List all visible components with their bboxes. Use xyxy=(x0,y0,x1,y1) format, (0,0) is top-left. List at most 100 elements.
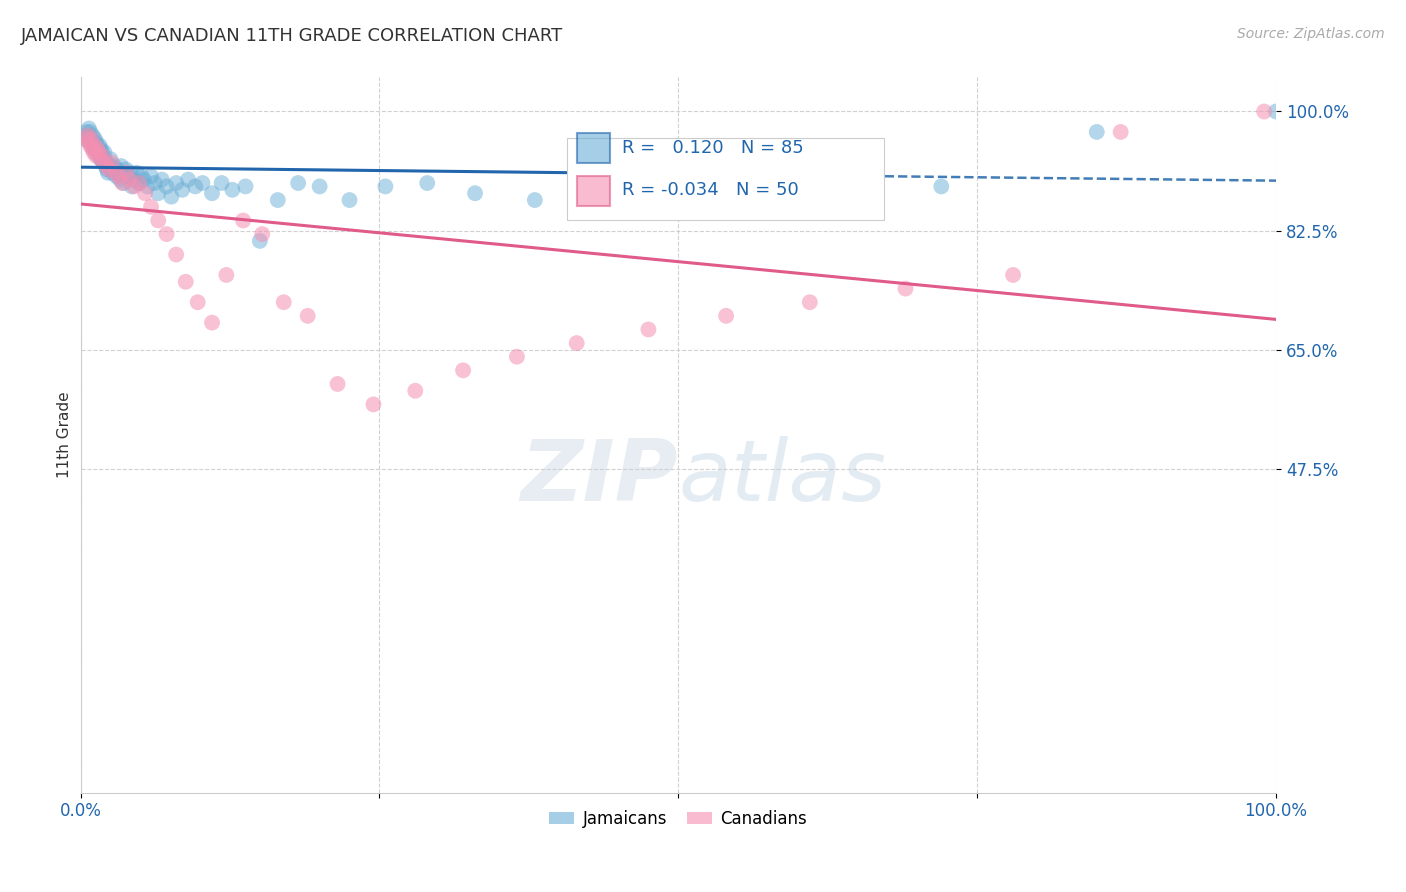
Point xyxy=(87,142,110,156)
Point xyxy=(124,179,146,194)
Point xyxy=(125,166,148,180)
Point xyxy=(637,322,659,336)
Point xyxy=(464,186,486,201)
Point xyxy=(172,183,194,197)
Point xyxy=(100,152,122,166)
Point xyxy=(83,142,105,156)
Point xyxy=(297,309,319,323)
FancyBboxPatch shape xyxy=(567,138,884,220)
Point xyxy=(98,162,121,177)
Point xyxy=(107,166,129,180)
Text: atlas: atlas xyxy=(678,436,886,519)
Point xyxy=(107,169,129,184)
Point xyxy=(112,176,135,190)
Point xyxy=(128,176,150,190)
Point xyxy=(120,166,142,180)
Point xyxy=(77,121,100,136)
Point xyxy=(191,176,214,190)
Point xyxy=(201,316,224,330)
Point xyxy=(931,179,953,194)
Point xyxy=(117,169,139,184)
Point xyxy=(115,162,138,177)
Point xyxy=(155,227,177,241)
Point xyxy=(121,179,143,194)
Point xyxy=(83,132,105,146)
Point xyxy=(118,172,141,186)
Point xyxy=(84,149,107,163)
Point xyxy=(799,295,821,310)
Point xyxy=(404,384,426,398)
Point xyxy=(76,128,98,143)
Point xyxy=(100,155,122,169)
Point xyxy=(111,166,134,180)
Point xyxy=(80,132,103,146)
Point xyxy=(114,169,136,184)
Point xyxy=(82,138,104,153)
Point xyxy=(86,145,108,160)
Point xyxy=(1085,125,1108,139)
Point xyxy=(104,166,127,180)
Point xyxy=(124,172,146,186)
Point xyxy=(187,295,209,310)
Point xyxy=(174,275,197,289)
Point xyxy=(287,176,309,190)
Point xyxy=(374,179,396,194)
Point xyxy=(111,176,134,190)
Point xyxy=(105,169,128,184)
Point xyxy=(90,142,112,156)
Point xyxy=(115,166,138,180)
Point xyxy=(249,234,271,248)
Point xyxy=(77,135,100,149)
Point xyxy=(1265,104,1288,119)
Point xyxy=(786,186,808,201)
Point xyxy=(94,159,117,173)
Text: R = -0.034   N = 50: R = -0.034 N = 50 xyxy=(621,181,799,200)
Point xyxy=(89,138,111,153)
Point xyxy=(215,268,238,282)
Point xyxy=(83,135,105,149)
Point xyxy=(90,152,112,166)
Point xyxy=(1253,104,1275,119)
Point xyxy=(252,227,274,241)
Point xyxy=(79,135,101,149)
Point xyxy=(91,145,114,160)
Point xyxy=(93,152,115,166)
Point xyxy=(80,132,103,146)
Point xyxy=(82,128,104,143)
Point xyxy=(101,166,124,180)
Point xyxy=(82,142,104,156)
Point xyxy=(221,183,243,197)
Point xyxy=(155,179,177,194)
Point xyxy=(84,142,107,156)
Point xyxy=(79,125,101,139)
Point xyxy=(416,176,439,190)
Point xyxy=(91,155,114,169)
Point xyxy=(83,138,105,153)
Point xyxy=(89,145,111,160)
Point xyxy=(1002,268,1025,282)
Point xyxy=(132,172,155,186)
Point xyxy=(128,176,150,190)
Point xyxy=(267,193,290,207)
Y-axis label: 11th Grade: 11th Grade xyxy=(58,392,72,478)
Text: Source: ZipAtlas.com: Source: ZipAtlas.com xyxy=(1237,27,1385,41)
Point xyxy=(76,128,98,143)
Point xyxy=(595,183,617,197)
Point xyxy=(714,309,737,323)
Point xyxy=(86,138,108,153)
Point xyxy=(98,159,121,173)
Point xyxy=(523,193,546,207)
Point xyxy=(107,162,129,177)
FancyBboxPatch shape xyxy=(576,133,610,163)
Point xyxy=(136,179,159,194)
Point xyxy=(139,200,162,214)
Point xyxy=(83,145,105,160)
Point xyxy=(103,159,125,173)
Point xyxy=(75,132,97,146)
Point xyxy=(79,138,101,153)
Point xyxy=(110,159,132,173)
Point xyxy=(90,152,112,166)
Point xyxy=(451,363,474,377)
Point xyxy=(177,172,200,186)
Point xyxy=(93,155,115,169)
